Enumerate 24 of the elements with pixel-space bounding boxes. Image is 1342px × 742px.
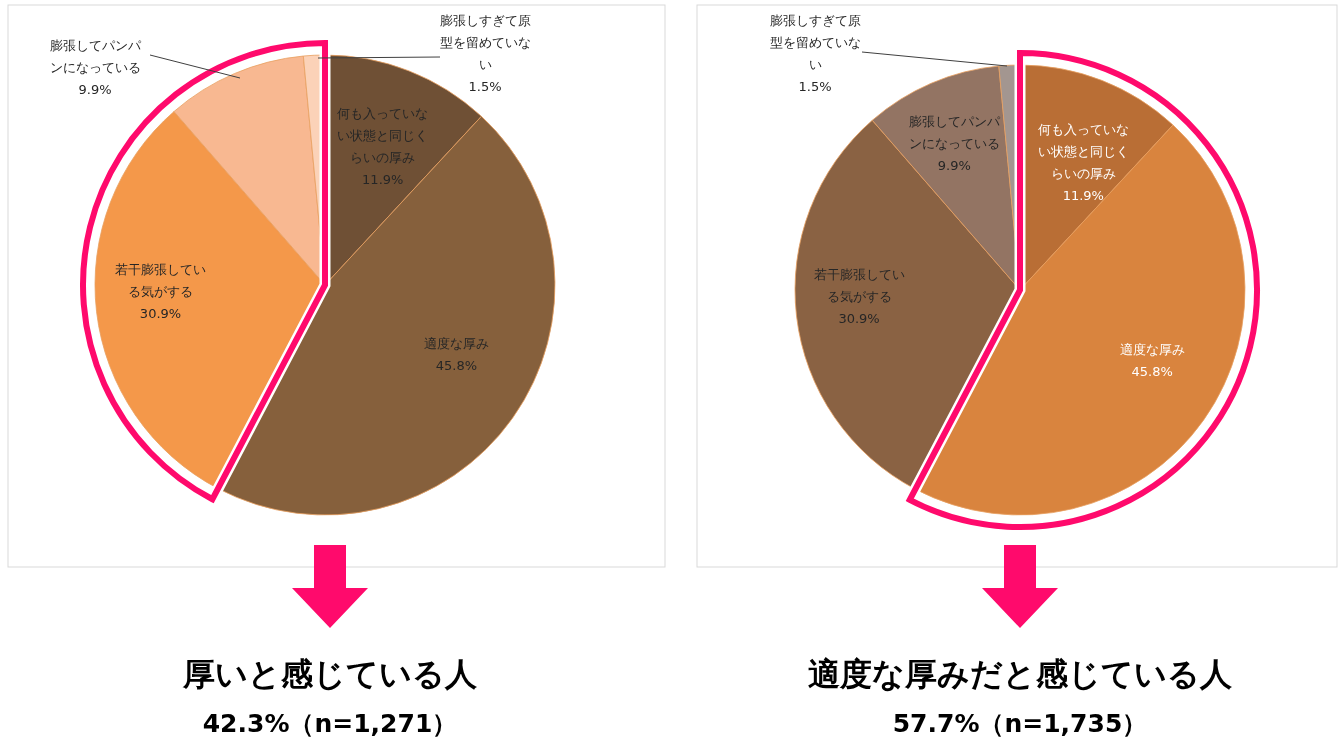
slice-label: 膨張してパンパンになっている	[49, 38, 142, 75]
slice-label: 膨張してパンパンになっている	[908, 113, 1001, 151]
slice-label: 膨張しすぎて原型を留めていない	[769, 13, 861, 72]
text: 42.3%（n=1,271）	[202, 709, 458, 738]
slice-label: 適度な厚み	[1119, 341, 1185, 357]
data-label: 45.8%	[435, 357, 478, 373]
text: 57.7%（n=1,735）	[892, 709, 1148, 738]
data-label: 1.5%	[798, 79, 832, 94]
data-label: 30.9%	[139, 306, 182, 322]
slice-label: 若干膨張している気がする	[813, 266, 905, 304]
data-label: 30.9%	[838, 310, 880, 326]
text: 適度な厚みだと感じている人	[808, 655, 1233, 693]
slice-label: 膨張しすぎて原型を留めていない	[439, 13, 531, 72]
data-label: 9.9%	[937, 157, 971, 173]
slice-label: 若干膨張している気がする	[115, 262, 207, 300]
data-label: 45.8%	[1131, 363, 1173, 379]
slice-label: 適度な厚み	[423, 335, 489, 351]
data-label: 9.9%	[78, 82, 112, 97]
text: 厚いと感じている人	[182, 655, 478, 693]
data-label: 11.9%	[362, 171, 404, 187]
data-label: 1.5%	[468, 79, 502, 94]
slice-label: 何も入っていない状態と同じくらいの厚み	[1037, 122, 1129, 182]
slice-label: 何も入っていない状態と同じくらいの厚み	[337, 105, 429, 165]
data-label: 11.9%	[1062, 188, 1104, 204]
